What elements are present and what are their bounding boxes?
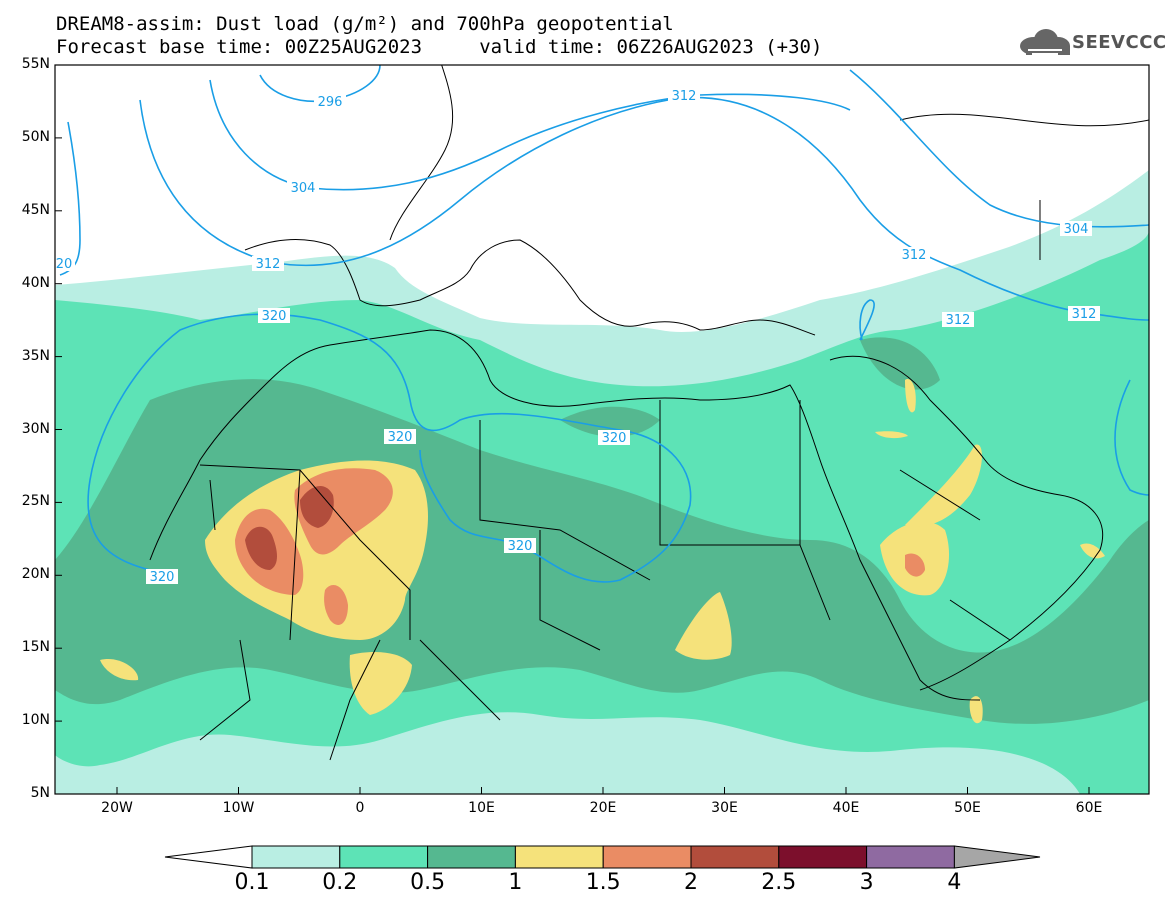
seevccc-logo xyxy=(1020,29,1070,55)
contour-label-312: 312 xyxy=(1072,307,1097,322)
map-title: DREAM8-assim: Dust load (g/m²) and 700hP… xyxy=(56,13,674,35)
legend-label: 1.5 xyxy=(585,870,621,895)
latitude-label: 55N xyxy=(21,56,50,72)
latitude-label: 5N xyxy=(30,785,50,801)
forecast-time-subtitle: Forecast base time: 00Z25AUG2023 valid t… xyxy=(56,36,823,58)
latitude-label: 40N xyxy=(21,274,50,291)
legend-label: 4 xyxy=(947,870,962,895)
legend-swatch xyxy=(339,845,429,869)
contour-label-312: 312 xyxy=(946,313,971,328)
contour-label-312: 312 xyxy=(672,89,697,104)
legend-label: 0.5 xyxy=(410,870,446,895)
legend-swatch xyxy=(778,845,868,869)
contour-label-304: 304 xyxy=(1064,222,1089,237)
legend-swatch xyxy=(514,845,604,869)
dust-level-2-area xyxy=(245,526,277,570)
contour-label-320: 320 xyxy=(388,430,413,445)
contour-label-320: 320 xyxy=(262,309,287,324)
contour-label-304: 304 xyxy=(291,181,316,196)
legend-swatch xyxy=(866,845,955,869)
latitude-label: 45N xyxy=(21,201,50,218)
latitude-label: 15N xyxy=(21,639,50,656)
legend-label: 2 xyxy=(684,870,698,895)
legend-swatch xyxy=(602,845,692,869)
europe-coastline xyxy=(244,239,816,336)
legend-label: 0.2 xyxy=(322,870,358,895)
latitude-label: 10N xyxy=(21,712,50,729)
longitude-label: 10E xyxy=(468,800,495,816)
longitude-label: 40E xyxy=(832,800,860,816)
contour-label-312: 312 xyxy=(902,248,927,263)
latitude-label: 30N xyxy=(21,420,50,437)
contour-label-312: 312 xyxy=(256,257,281,272)
legend-label: 2.5 xyxy=(761,870,797,895)
longitude-label: 20W xyxy=(101,800,133,816)
contour-label-296: 296 xyxy=(318,95,343,110)
longitude-label: 30E xyxy=(711,800,738,816)
latitude-label: 50N xyxy=(21,128,50,145)
latitude-label: 20N xyxy=(21,566,50,583)
logo-text: SEEVCCC xyxy=(1072,32,1165,53)
legend-swatch xyxy=(427,845,516,869)
country-borders xyxy=(199,200,1041,761)
longitude-label: 20E xyxy=(589,800,617,816)
legend-low-cap xyxy=(164,845,253,869)
latitude-label: 25N xyxy=(21,493,50,510)
legend-label: 0.1 xyxy=(234,870,270,895)
longitude-label: 10W xyxy=(222,800,255,816)
contour-label-320: 320 xyxy=(602,431,627,446)
longitude-label: 0 xyxy=(355,800,365,816)
legend-high-cap xyxy=(953,845,1041,869)
legend-swatch xyxy=(251,845,341,869)
contour-label-320: 320 xyxy=(508,539,533,554)
africa-coastline xyxy=(149,329,981,701)
contour-label-320: 320 xyxy=(150,570,175,585)
legend-label: 1 xyxy=(508,870,523,895)
longitude-label: 50E xyxy=(954,800,981,816)
contour-label-20: 20 xyxy=(56,257,73,272)
latitude-label: 35N xyxy=(21,347,50,364)
contour-304 xyxy=(209,79,851,191)
legend-label: 3 xyxy=(859,870,874,895)
longitude-label: 60E xyxy=(1075,800,1103,816)
legend-swatch xyxy=(690,845,780,869)
